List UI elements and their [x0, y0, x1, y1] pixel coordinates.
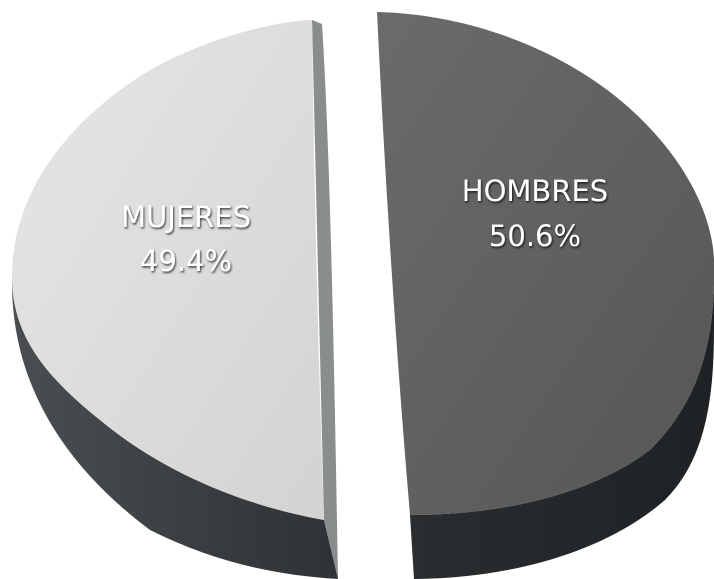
hombres-name-label: HOMBRES [462, 174, 608, 208]
slice-label-mujeres: MUJERES 49.4% [121, 200, 251, 278]
slice-hombres-top [377, 12, 714, 515]
slice-mujeres-side [12, 282, 338, 579]
mujeres-name-label: MUJERES [121, 200, 251, 234]
slice-mujeres-inner-edge [312, 20, 338, 579]
pie-slice-mujeres [11, 20, 338, 579]
hombres-percent-label: 50.6% [489, 219, 581, 253]
slice-label-hombres: HOMBRES 50.6% [462, 174, 608, 253]
pie-slice-hombres [377, 12, 714, 579]
slice-hombres-side [410, 260, 714, 579]
slice-mujeres-top [11, 20, 324, 520]
mujeres-percent-label: 49.4% [140, 244, 232, 278]
